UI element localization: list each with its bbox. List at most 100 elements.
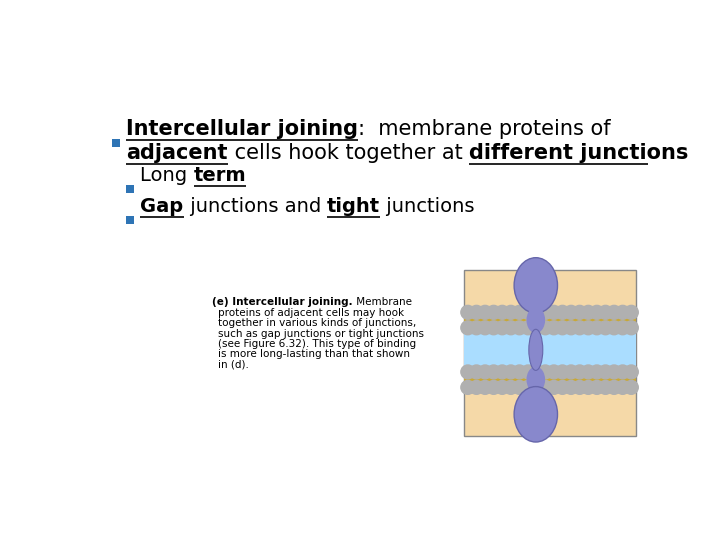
Circle shape	[581, 365, 595, 379]
Circle shape	[539, 321, 552, 335]
Circle shape	[564, 321, 578, 335]
Circle shape	[495, 321, 509, 335]
Circle shape	[590, 306, 604, 319]
Circle shape	[616, 365, 630, 379]
Circle shape	[598, 381, 613, 394]
FancyBboxPatch shape	[126, 185, 134, 193]
Circle shape	[521, 306, 535, 319]
Circle shape	[616, 321, 630, 335]
Circle shape	[521, 381, 535, 394]
Text: (see Figure 6.32). This type of binding: (see Figure 6.32). This type of binding	[218, 339, 416, 349]
Text: Long: Long	[140, 166, 194, 185]
Circle shape	[616, 306, 630, 319]
Circle shape	[495, 306, 509, 319]
Circle shape	[478, 306, 492, 319]
FancyBboxPatch shape	[126, 215, 134, 224]
Circle shape	[495, 381, 509, 394]
Text: :  membrane proteins of: : membrane proteins of	[359, 119, 611, 139]
Circle shape	[504, 381, 518, 394]
Circle shape	[607, 306, 621, 319]
Circle shape	[487, 381, 500, 394]
Ellipse shape	[526, 307, 545, 333]
Circle shape	[590, 321, 604, 335]
Circle shape	[461, 306, 474, 319]
Circle shape	[469, 321, 483, 335]
Circle shape	[581, 321, 595, 335]
Text: different junctions: different junctions	[469, 143, 688, 163]
Text: (e) Intercellular joining.: (e) Intercellular joining.	[212, 298, 353, 307]
Text: tight: tight	[327, 197, 380, 215]
Text: Membrane: Membrane	[353, 298, 412, 307]
Circle shape	[478, 321, 492, 335]
Circle shape	[572, 365, 587, 379]
Circle shape	[487, 321, 500, 335]
Ellipse shape	[514, 387, 557, 442]
Circle shape	[624, 306, 638, 319]
Circle shape	[530, 321, 544, 335]
Circle shape	[521, 365, 535, 379]
Circle shape	[539, 365, 552, 379]
Circle shape	[590, 365, 604, 379]
Bar	[464, 332, 636, 368]
Circle shape	[607, 381, 621, 394]
Circle shape	[461, 365, 474, 379]
Circle shape	[487, 365, 500, 379]
Circle shape	[581, 381, 595, 394]
Text: Gap: Gap	[140, 197, 184, 215]
Text: such as gap junctions or tight junctions: such as gap junctions or tight junctions	[218, 328, 424, 339]
Circle shape	[607, 321, 621, 335]
Text: Intercellular joining: Intercellular joining	[127, 119, 359, 139]
Circle shape	[607, 365, 621, 379]
Circle shape	[564, 365, 578, 379]
Circle shape	[495, 365, 509, 379]
Text: term: term	[194, 166, 246, 185]
Circle shape	[556, 365, 570, 379]
Text: in (d).: in (d).	[218, 360, 248, 370]
Circle shape	[616, 381, 630, 394]
Circle shape	[572, 306, 587, 319]
Circle shape	[469, 365, 483, 379]
Circle shape	[624, 365, 638, 379]
Circle shape	[478, 381, 492, 394]
Circle shape	[572, 381, 587, 394]
Circle shape	[513, 321, 526, 335]
Circle shape	[469, 381, 483, 394]
Circle shape	[504, 321, 518, 335]
Circle shape	[590, 381, 604, 394]
Circle shape	[487, 306, 500, 319]
Circle shape	[461, 381, 474, 394]
Circle shape	[556, 381, 570, 394]
Circle shape	[504, 365, 518, 379]
Circle shape	[469, 306, 483, 319]
Circle shape	[513, 365, 526, 379]
Circle shape	[598, 321, 613, 335]
Circle shape	[624, 321, 638, 335]
Circle shape	[461, 321, 474, 335]
Circle shape	[513, 306, 526, 319]
Circle shape	[581, 306, 595, 319]
Text: junctions and: junctions and	[184, 197, 327, 215]
Circle shape	[521, 321, 535, 335]
FancyBboxPatch shape	[464, 271, 636, 436]
Ellipse shape	[514, 258, 557, 313]
Circle shape	[556, 321, 570, 335]
Circle shape	[504, 306, 518, 319]
Circle shape	[556, 306, 570, 319]
Text: cells hook together at: cells hook together at	[228, 143, 469, 163]
Text: is more long-lasting than that shown: is more long-lasting than that shown	[218, 349, 410, 359]
Ellipse shape	[526, 367, 545, 393]
Bar	[464, 368, 636, 391]
Circle shape	[547, 321, 561, 335]
Circle shape	[530, 365, 544, 379]
Circle shape	[547, 365, 561, 379]
Text: adjacent: adjacent	[127, 143, 228, 163]
Circle shape	[572, 321, 587, 335]
Circle shape	[513, 381, 526, 394]
Text: proteins of adjacent cells may hook: proteins of adjacent cells may hook	[218, 308, 404, 318]
Circle shape	[564, 381, 578, 394]
Circle shape	[478, 365, 492, 379]
Ellipse shape	[528, 329, 543, 370]
Circle shape	[539, 381, 552, 394]
Circle shape	[624, 381, 638, 394]
Circle shape	[547, 306, 561, 319]
